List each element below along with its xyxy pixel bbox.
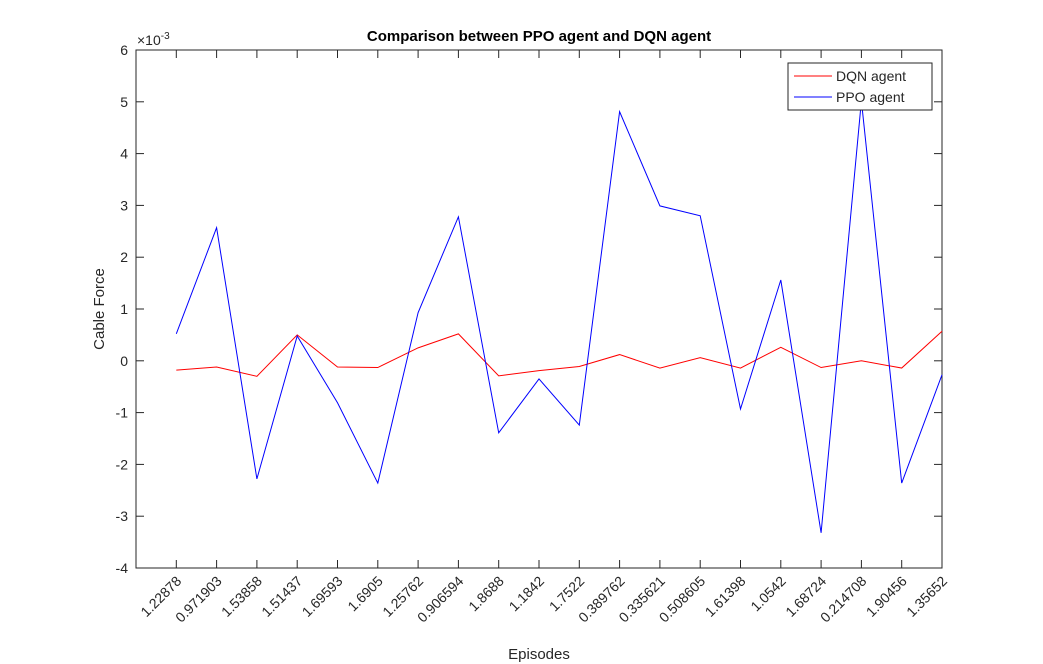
y-scale-base: ×10 bbox=[137, 32, 161, 48]
y-scale-exponent: -3 bbox=[161, 31, 170, 42]
y-tick-label: 2 bbox=[120, 249, 128, 265]
y-tick-label: 3 bbox=[120, 197, 128, 213]
legend-label: DQN agent bbox=[836, 68, 906, 84]
legend-box bbox=[787, 62, 933, 111]
y-tick-label: 6 bbox=[120, 42, 128, 58]
y-tick-label: 0 bbox=[120, 353, 128, 369]
y-tick-label: -4 bbox=[116, 560, 129, 576]
y-tick-label: -1 bbox=[116, 405, 129, 421]
y-scale-label: ×10-3 bbox=[137, 31, 170, 48]
line-series bbox=[175, 100, 943, 533]
axes-box bbox=[135, 49, 943, 569]
y-tick-label: -3 bbox=[116, 508, 129, 524]
chart-title: Comparison between PPO agent and DQN age… bbox=[367, 28, 711, 45]
x-axis-label: Episodes bbox=[508, 646, 570, 663]
line-series bbox=[176, 330, 943, 377]
y-tick-label: 4 bbox=[120, 146, 128, 162]
y-tick-label: 1 bbox=[120, 301, 128, 317]
y-tick-label: -2 bbox=[116, 456, 129, 472]
legend-label: PPO agent bbox=[836, 89, 905, 105]
y-axis-label: Cable Force bbox=[91, 268, 108, 350]
y-tick-label: 5 bbox=[120, 94, 128, 110]
